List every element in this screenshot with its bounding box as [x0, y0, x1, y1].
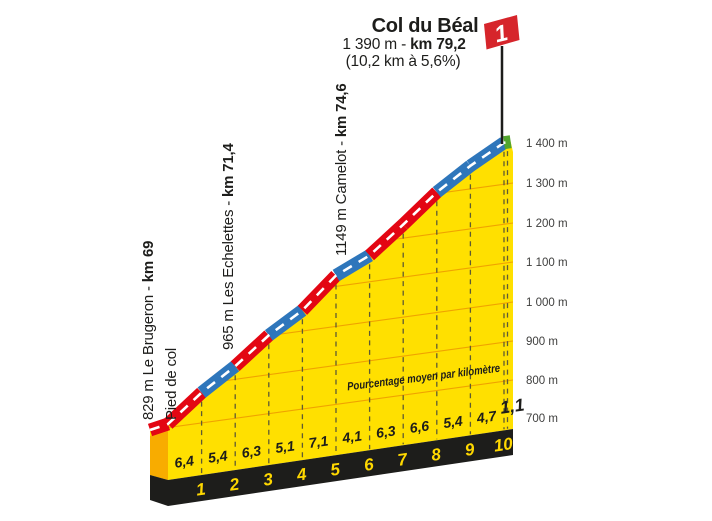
- station-start-km: km 69: [140, 241, 157, 283]
- road-centerline-dashes: [149, 140, 511, 432]
- station-start-name: 829 m Le Brugeron -: [140, 282, 157, 420]
- elevation-tick-label: 1 200 m: [526, 218, 568, 230]
- elevation-axis: 1 400 m 1 300 m 1 200 m 1 100 m 1 000 m 900 m…: [526, 138, 568, 425]
- km-number: 2: [227, 474, 241, 494]
- station-label-start-sub: Pied de col: [163, 348, 180, 420]
- mountain-body: [150, 141, 513, 480]
- station-echelettes-name: 965 m Les Echelettes -: [220, 197, 237, 350]
- gradient-value: 6,4: [173, 452, 195, 471]
- km-number: 8: [430, 445, 443, 465]
- mountain-fill: [150, 141, 513, 480]
- summit-km-text: km 79,2: [410, 36, 465, 53]
- km-number: 6: [363, 455, 376, 475]
- contour-line: [150, 379, 513, 432]
- gradient-value: 5,1: [274, 437, 296, 456]
- km-number: 9: [464, 440, 477, 460]
- gradient-value: 5,4: [207, 447, 229, 466]
- gradient-value: 7,1: [308, 432, 330, 451]
- gradient-value: 6,6: [409, 417, 431, 436]
- gradient-value-final: 1,1: [499, 394, 526, 417]
- summit-info: 1 390 m - km 79,2: [342, 36, 465, 53]
- elevation-tick-label: 700 m: [526, 413, 558, 425]
- elevation-tick-label: 1 400 m: [526, 138, 568, 150]
- category-flag-icon: [484, 15, 520, 50]
- elevation-tick-label: 1 300 m: [526, 178, 568, 190]
- road-gradient-line: [147, 135, 512, 437]
- elevation-tick-label: 1 100 m: [526, 257, 568, 269]
- station-label-echelettes: 965 m Les Echelettes - km 71,4: [220, 143, 237, 350]
- gradient-value: 6,3: [375, 422, 397, 441]
- km-gridlines: [200, 151, 509, 475]
- elevation-tick-label: 900 m: [526, 336, 558, 348]
- station-echelettes-km: km 71,4: [220, 143, 237, 197]
- km-band-left-cube: [150, 475, 168, 506]
- station-labels: 829 m Le Brugeron - km 69 Pied de col 96…: [140, 83, 350, 420]
- summit-elevation-text: 1 390 m -: [342, 36, 410, 53]
- station-camelot-name: 1149 m Camelot -: [333, 137, 350, 256]
- title-block: Col du Béal 1 390 m - km 79,2 (10,2 km à…: [342, 15, 478, 70]
- km-band-bar: [168, 429, 513, 506]
- elevation-tick-label: 1 000 m: [526, 297, 568, 309]
- km-number: 5: [329, 460, 342, 480]
- left-face: [150, 430, 168, 480]
- gradient-value: 4,1: [340, 427, 363, 446]
- station-camelot-km: km 74,6: [333, 83, 350, 137]
- km-number: 3: [262, 469, 275, 489]
- km-number: 1: [195, 480, 207, 500]
- gradient-value: 5,4: [442, 412, 464, 431]
- gradient-value: 6,3: [241, 442, 263, 461]
- km-number: 10: [493, 434, 515, 456]
- station-label-start: 829 m Le Brugeron - km 69: [140, 241, 157, 420]
- length-gradient-text: (10,2 km à 5,6%): [346, 53, 461, 70]
- category-number: 1: [492, 19, 511, 47]
- summit-flag: 1: [484, 15, 520, 144]
- climb-title: Col du Béal: [372, 15, 479, 37]
- km-number: 4: [295, 465, 309, 485]
- km-band: 1 2 3 4 5 6 7 8 9 106,4 5,4 6,3 5,1 7,1 4,1 6,3 6,6 5,4 4,…: [150, 394, 526, 506]
- station-label-camelot: 1149 m Camelot - km 74,6: [333, 83, 350, 256]
- elevation-tick-label: 800 m: [526, 375, 558, 387]
- gradient-value: 4,7: [475, 407, 499, 426]
